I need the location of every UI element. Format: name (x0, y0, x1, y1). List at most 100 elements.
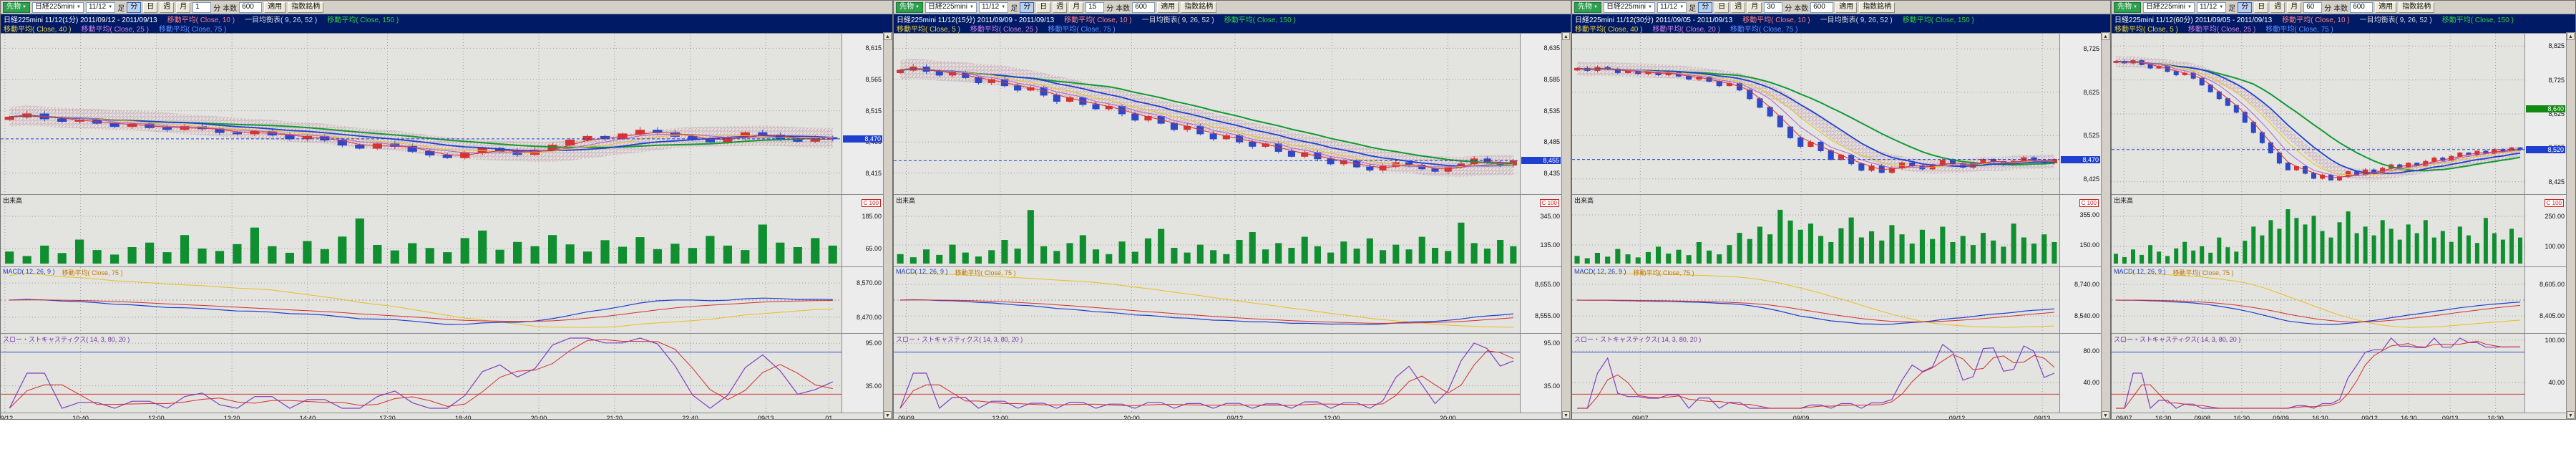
stochastics-chart[interactable] (1572, 334, 2059, 413)
volume-axis: 250.00100.00C 100 (2524, 195, 2566, 266)
volume-chart[interactable] (1, 195, 841, 266)
timeframe-button-0[interactable]: 分 (2238, 2, 2252, 13)
volume-axis-label: 250.00 (2545, 213, 2565, 220)
x-axis-label: 09/09 (898, 415, 914, 420)
price-axis-label: 8,515 (865, 107, 882, 115)
volume-unit-badge: C 100 (1540, 199, 1559, 207)
chart-header: 日経225mini 11/12(1分) 2011/09/12 - 2011/09… (1, 14, 892, 33)
market-select[interactable]: 先物▼ (896, 2, 923, 13)
timeframe-button-2[interactable]: 週 (1053, 2, 1067, 13)
index-symbols-button[interactable]: 指数銘柄 (2399, 2, 2434, 13)
timeframe-button-1[interactable]: 日 (1714, 2, 1729, 13)
stochastics-chart[interactable] (2112, 334, 2524, 413)
symbol-select[interactable]: 日経225mini▼ (2143, 2, 2195, 13)
timeframe-button-2[interactable]: 週 (160, 2, 174, 13)
scroll-up-button[interactable]: ▲ (2102, 32, 2109, 40)
indicator-label: 移動平均( Close, 150 ) (1224, 14, 1296, 24)
scroll-up-button[interactable]: ▲ (2567, 32, 2575, 40)
price-axis: 8,6358,5858,5358,4858,4358,455 (1520, 34, 1561, 194)
x-axis-label: 16:30 (2401, 415, 2417, 420)
price-chart[interactable] (894, 34, 1520, 194)
bars-input[interactable]: 600 (2350, 2, 2373, 13)
market-label: 先物 (2117, 3, 2132, 11)
timeframe-button-2[interactable]: 週 (2270, 2, 2285, 13)
contract-value: 11/12 (2200, 3, 2217, 11)
market-select[interactable]: 先物▼ (3, 2, 30, 13)
timeframe-button-0[interactable]: 分 (1020, 2, 1034, 13)
bars-input[interactable]: 600 (239, 2, 262, 13)
timeframe-button-0[interactable]: 分 (127, 2, 141, 13)
symbol-select[interactable]: 日経225mini▼ (32, 2, 84, 13)
stochastics-chart[interactable] (894, 334, 1520, 413)
macd-chart[interactable] (1, 267, 841, 333)
volume-axis-label: 135.00 (1540, 241, 1560, 249)
symbol-select[interactable]: 日経225mini▼ (1604, 2, 1655, 13)
indicator-label: 移動平均( Close, 40 ) (4, 23, 71, 33)
contract-select[interactable]: 11/12▼ (1657, 2, 1687, 13)
indicator-label: 移動平均( Close, 25 ) (970, 23, 1038, 33)
indicator-label: 移動平均( Close, 40 ) (1575, 23, 1642, 33)
scroll-up-button[interactable]: ▲ (884, 32, 892, 40)
header-row-2: 移動平均( Close, 40 ) 移動平均( Close, 20 ) 移動平均( … (1575, 24, 2107, 33)
volume-axis: 345.00135.00C 100 (1520, 195, 1561, 266)
timeframe-button-1[interactable]: 日 (143, 2, 157, 13)
volume-chart[interactable] (2112, 195, 2524, 266)
index-symbols-button[interactable]: 指数銘柄 (288, 2, 323, 13)
indicator-label: 移動平均( Close, 20 ) (1652, 23, 1719, 33)
indicator-label: 移動平均( Close, 150 ) (2442, 14, 2514, 24)
price-badge: 8,520 (2526, 146, 2565, 153)
timeframe-button-1[interactable]: 日 (2254, 2, 2268, 13)
macd-axis-label: 8,740.00 (2074, 281, 2099, 288)
minutes-input[interactable]: 15 (1085, 2, 1104, 13)
index-symbols-button[interactable]: 指数銘柄 (1181, 2, 1216, 13)
minutes-input[interactable]: 60 (2303, 2, 2322, 13)
contract-select[interactable]: 11/12▼ (2197, 2, 2226, 13)
trading-app-window: 先物▼日経225mini▼11/12▼足分日週月1分本数600適用指数銘柄日経2… (0, 0, 2576, 467)
caret-down-icon: ▼ (1648, 3, 1652, 11)
symbol-select[interactable]: 日経225mini▼ (925, 2, 977, 13)
price-chart[interactable] (2112, 34, 2524, 194)
minutes-unit-label: 分 (1106, 2, 1113, 13)
macd-axis-label: 8,570.00 (857, 279, 882, 287)
minutes-input[interactable]: 1 (192, 2, 211, 13)
volume-axis: 355.00150.00C 100 (2059, 195, 2101, 266)
scroll-down-button[interactable]: ▼ (2102, 411, 2109, 419)
apply-button[interactable]: 適用 (1835, 2, 1857, 13)
timeframe-button-3[interactable]: 月 (1069, 2, 1083, 13)
index-symbols-button[interactable]: 指数銘柄 (1859, 2, 1895, 13)
volume-pane: 出来高 250.00100.00C 100 (2112, 194, 2575, 266)
volume-axis-label: 150.00 (2079, 241, 2099, 249)
scroll-down-button[interactable]: ▼ (1562, 411, 1570, 419)
timeframe-button-1[interactable]: 日 (1036, 2, 1050, 13)
volume-label: 出来高 (2114, 196, 2133, 205)
timeframe-button-2[interactable]: 週 (1731, 2, 1745, 13)
macd-label: 移動平均( Close, 75 ) (955, 268, 1016, 277)
scroll-down-button[interactable]: ▼ (884, 411, 892, 419)
bars-input[interactable]: 600 (1810, 2, 1833, 13)
price-chart[interactable] (1, 34, 841, 194)
market-select[interactable]: 先物▼ (2114, 2, 2141, 13)
volume-pane: 出来高345.00135.00C 100 (894, 194, 1571, 266)
timeframe-button-0[interactable]: 分 (1698, 2, 1712, 13)
volume-chart[interactable] (894, 195, 1520, 266)
contract-select[interactable]: 11/12▼ (979, 2, 1008, 13)
apply-button[interactable]: 適用 (264, 2, 286, 13)
x-axis-label: 20:00 (1440, 415, 1456, 420)
x-axis-label: 09/08 (2195, 415, 2211, 420)
timeframe-button-3[interactable]: 月 (1747, 2, 1762, 13)
stochastics-axis: 80.0040.00 (2059, 334, 2101, 413)
bars-input[interactable]: 600 (1132, 2, 1155, 13)
apply-button[interactable]: 適用 (2375, 2, 2396, 13)
minutes-input[interactable]: 30 (1764, 2, 1782, 13)
market-select[interactable]: 先物▼ (1574, 2, 1601, 13)
timeframe-button-3[interactable]: 月 (2287, 2, 2301, 13)
stochastics-chart[interactable] (1, 334, 841, 413)
volume-chart[interactable] (1572, 195, 2059, 266)
timeframe-button-3[interactable]: 月 (176, 2, 190, 13)
indicator-label: 移動平均( Close, 75 ) (1730, 23, 1797, 33)
contract-select[interactable]: 11/12▼ (86, 2, 115, 13)
scroll-down-button[interactable]: ▼ (2567, 411, 2575, 419)
apply-button[interactable]: 適用 (1157, 2, 1179, 13)
price-chart[interactable] (1572, 34, 2059, 194)
scroll-up-button[interactable]: ▲ (1562, 32, 1570, 40)
